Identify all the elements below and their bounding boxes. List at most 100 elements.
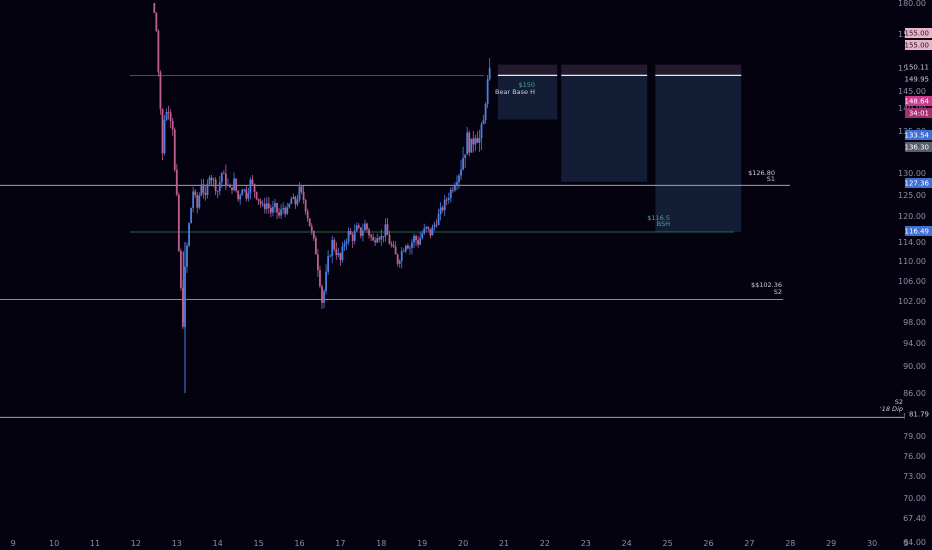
level-sublabel-0: Bear Base H: [495, 88, 535, 96]
candle-body-35: [224, 173, 227, 186]
candle-body-13: [179, 251, 182, 288]
price-tags: 155.00 155.00 150.11 149.95 148.64 34:01 133.5…: [905, 28, 932, 419]
candle-body-48: [251, 179, 254, 185]
candle-body-99: [355, 225, 358, 231]
projection-box-top-1: [561, 64, 648, 76]
candle-body-144: [447, 198, 450, 200]
candle-body-160: [480, 124, 483, 139]
candle-body-51: [257, 198, 260, 202]
x-tick-1: 10: [49, 539, 59, 548]
price-tag-5: 34:01: [909, 110, 929, 118]
price-tag-bg-9: [905, 226, 932, 236]
candle-body-84: [325, 271, 327, 292]
candle-body-49: [253, 184, 256, 192]
support-resistance-levels: [0, 74, 906, 418]
candle-body-21: [196, 194, 199, 208]
candle-body-161: [482, 120, 485, 125]
candle-body-34: [222, 173, 225, 175]
y-tick-3: 145.00: [898, 87, 926, 96]
y-tick-13: 98.00: [903, 318, 926, 327]
price-tag-7: 136.30: [905, 144, 930, 152]
y-tick-11: 106.00: [898, 277, 926, 286]
candle-body-90: [337, 253, 340, 256]
level-label-2: $116.5: [647, 214, 670, 222]
candle-body-62: [280, 209, 282, 216]
x-tick-16: 25: [663, 539, 673, 548]
candle-body-98: [353, 230, 356, 242]
projection-box-top-2: [655, 64, 742, 76]
projection-box-0: [497, 75, 558, 120]
candle-body-115: [388, 234, 391, 244]
price-tag-6: 133.54: [905, 132, 930, 140]
level-sublabel-2: BSH: [657, 220, 670, 228]
candle-body-47: [249, 179, 252, 194]
candle-body-106: [370, 235, 372, 238]
x-tick-22: 3: [903, 539, 908, 548]
candle-body-31: [216, 190, 219, 192]
candle-body-40: [235, 178, 238, 191]
price-tag-bg-4: [905, 96, 932, 106]
candle-body-24: [202, 184, 205, 193]
candle-body-41: [237, 190, 240, 200]
candle-body-101: [359, 227, 362, 236]
time-axis[interactable]: 9 10 11 12 13 14 15 16 17 18 19 20 21 22 23 24 25 26 27 28 2…: [11, 539, 909, 548]
candle-body-153: [466, 132, 469, 155]
candle-body-10: [173, 129, 176, 170]
candle-body-105: [368, 229, 370, 236]
candle-body-20: [194, 191, 197, 195]
candle-body-126: [411, 242, 413, 248]
y-tick-8: 120.00: [898, 212, 926, 221]
candle-body-81: [319, 270, 321, 287]
price-tag-0: 155.00: [905, 30, 930, 38]
candle-body-110: [378, 238, 381, 240]
candle-body-75: [306, 211, 309, 219]
price-tag-bg-7: [905, 142, 932, 152]
x-tick-15: 24: [622, 539, 632, 548]
y-tick-23: 64.00: [903, 538, 926, 547]
candle-body-6: [165, 111, 168, 120]
candle-body-133: [425, 226, 428, 229]
candle-body-97: [351, 234, 354, 242]
candle-body-122: [402, 251, 405, 252]
x-tick-19: 28: [785, 539, 795, 548]
candle-body-123: [404, 245, 407, 252]
candle-body-58: [272, 207, 274, 213]
candle-body-87: [331, 239, 334, 256]
candle-body-5: [163, 119, 166, 154]
candle-body-56: [267, 203, 270, 208]
price-tag-9: 116.49: [905, 228, 930, 236]
candle-body-149: [458, 175, 460, 183]
candle-body-19: [192, 191, 195, 209]
candle-body-23: [200, 184, 203, 196]
candle-body-28: [210, 177, 213, 181]
level-label-3: $$102.36: [751, 281, 782, 289]
candle-body-37: [229, 184, 231, 188]
candle-body-141: [441, 207, 444, 211]
y-tick-19: 76.00: [903, 452, 926, 461]
candle-body-154: [468, 132, 471, 153]
candle-body-107: [372, 237, 375, 241]
candle-body-55: [265, 203, 268, 210]
candle-body-78: [312, 231, 315, 239]
candle-body-42: [239, 195, 242, 200]
candle-body-129: [417, 240, 420, 245]
candle-body-116: [390, 243, 393, 246]
candle-body-125: [409, 247, 411, 249]
price-axis[interactable]: 180.00155.00150.00145.00140.00135.00130.…: [898, 0, 932, 550]
candle-body-3: [159, 72, 162, 109]
x-tick-0: 9: [11, 539, 16, 548]
level-label-0: $150: [518, 81, 535, 89]
candle-body-43: [241, 189, 244, 196]
price-tag-8: 127.36: [905, 180, 930, 188]
candle-body-25: [204, 192, 207, 195]
candle-body-128: [415, 236, 417, 241]
y-tick-7: 125.00: [898, 191, 926, 200]
candle-body-1: [155, 12, 158, 31]
candle-body-136: [431, 226, 434, 236]
candle-body-63: [282, 208, 285, 210]
candle-body-104: [366, 223, 368, 230]
level-label-4: S2: [895, 398, 903, 406]
candle-body-89: [335, 249, 338, 256]
x-tick-17: 26: [703, 539, 713, 548]
